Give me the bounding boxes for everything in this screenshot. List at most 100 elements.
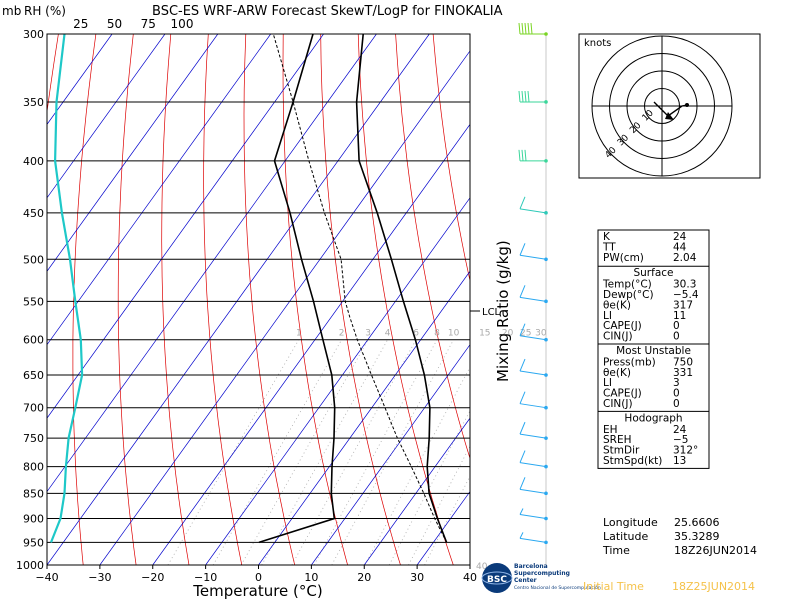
barb-station-dot bbox=[544, 464, 548, 469]
index-label: Dewp(°C) bbox=[603, 289, 654, 301]
isotherm-line bbox=[47, 34, 430, 565]
barb-feather bbox=[519, 358, 526, 372]
temperature-axis: −40 −30 −20 −10 0 10 20 30 40 bbox=[35, 565, 477, 584]
index-label: EH bbox=[603, 424, 618, 436]
barb-shaft bbox=[519, 335, 547, 341]
logo-line-3: Center bbox=[514, 577, 537, 584]
index-value: 0 bbox=[673, 398, 680, 410]
wind-barb bbox=[519, 508, 548, 521]
barb-feather bbox=[519, 285, 526, 298]
barb-feather bbox=[519, 532, 524, 539]
index-label: K bbox=[603, 231, 611, 243]
parcel-profile bbox=[272, 34, 448, 543]
isotherms bbox=[47, 34, 470, 565]
barb-feather bbox=[519, 508, 524, 515]
index-value: 317 bbox=[673, 299, 693, 311]
temp-tick-label: −10 bbox=[194, 571, 217, 584]
dry-adiabat-line bbox=[770, 34, 800, 565]
barb-feather bbox=[519, 450, 526, 463]
barb-station-dot bbox=[544, 491, 548, 496]
barb-station-dot bbox=[544, 257, 548, 262]
pressure-tick-label: 600 bbox=[23, 334, 44, 347]
index-value: 0 bbox=[673, 388, 680, 400]
barb-feather bbox=[519, 243, 526, 256]
isotherm-line bbox=[152, 123, 470, 565]
isobars bbox=[47, 34, 470, 565]
profiles bbox=[49, 34, 448, 544]
barb-shaft bbox=[519, 488, 547, 494]
wind-barb bbox=[519, 532, 548, 545]
logo-line-1: Barcelona bbox=[514, 563, 548, 570]
dry-adiabat-line bbox=[117, 34, 137, 565]
barb-feather bbox=[519, 391, 526, 404]
pressure-tick-label: 850 bbox=[23, 487, 44, 500]
barb-feather bbox=[518, 22, 521, 35]
pressure-tick-label: 450 bbox=[23, 207, 44, 220]
mixing-ratio-label: 4 bbox=[385, 329, 391, 339]
index-value: 0 bbox=[673, 331, 680, 343]
wind-barb bbox=[519, 421, 548, 440]
logo-globe bbox=[482, 563, 512, 593]
mixing-ratio-label: 20 bbox=[502, 329, 514, 339]
isotherm-line bbox=[205, 197, 470, 565]
pressure-tick-label: 950 bbox=[23, 536, 44, 549]
isotherm-line bbox=[47, 34, 113, 125]
dewpoint-profile bbox=[258, 34, 336, 544]
index-value: −5.4 bbox=[673, 289, 699, 301]
temperature-profile bbox=[355, 34, 448, 543]
isotherm-line bbox=[47, 34, 166, 199]
barb-shaft bbox=[519, 462, 547, 468]
barb-feather bbox=[518, 90, 521, 103]
index-value: 0 bbox=[673, 320, 680, 332]
pressure-tick-label: 350 bbox=[23, 96, 44, 109]
mb-label: mb bbox=[2, 4, 21, 18]
pressure-tick-label: 300 bbox=[23, 28, 44, 41]
background-lines bbox=[47, 34, 800, 565]
isotherm-line bbox=[311, 344, 470, 565]
barb-feather bbox=[519, 421, 526, 435]
pressure-tick-label: 550 bbox=[23, 295, 44, 308]
mixing-ratio-lines bbox=[167, 339, 470, 565]
logo-line-4: Centro Nacional de Supercomputación bbox=[514, 584, 601, 591]
barb-feather bbox=[521, 22, 524, 35]
index-value: 2.04 bbox=[673, 252, 697, 264]
initial-time-label: Initial Time bbox=[583, 580, 644, 593]
mixing-ratio-label: 25 bbox=[520, 329, 531, 339]
dry-adiabat-line bbox=[395, 34, 470, 460]
index-label: CAPE(J) bbox=[603, 388, 642, 400]
pressure-tick-label: 700 bbox=[23, 402, 44, 415]
mixing-ratio-label: 15 bbox=[479, 329, 490, 339]
index-label: Temp(°C) bbox=[602, 279, 652, 291]
barb-feather bbox=[527, 22, 530, 35]
barb-feather bbox=[521, 90, 524, 103]
lcl-label: LCL bbox=[482, 307, 501, 318]
isotherm-line bbox=[47, 34, 271, 346]
wind-barb bbox=[518, 22, 548, 36]
dry-adiabat-line bbox=[282, 34, 348, 565]
wind-barb bbox=[519, 358, 548, 377]
barb-feather bbox=[521, 149, 524, 161]
index-label: CIN(J) bbox=[603, 398, 633, 410]
location-value: 18Z26JUN2014 bbox=[674, 544, 757, 557]
wind-barb bbox=[519, 323, 548, 342]
mixing-ratio-label: 1 bbox=[296, 329, 302, 339]
temp-tick-label: −30 bbox=[88, 571, 111, 584]
index-label: LI bbox=[603, 377, 612, 389]
index-label: PW(cm) bbox=[603, 252, 644, 264]
rh-profile bbox=[49, 34, 84, 543]
x-axis-title: Temperature (°C) bbox=[192, 582, 322, 600]
index-value: 44 bbox=[673, 241, 687, 253]
barb-feather bbox=[527, 90, 530, 103]
barb-station-dot bbox=[544, 337, 548, 342]
pressure-tick-label: 500 bbox=[23, 253, 44, 266]
index-label: CAPE(J) bbox=[603, 320, 642, 332]
dry-adiabat-line bbox=[320, 34, 401, 565]
barb-feather bbox=[524, 22, 527, 35]
mixing-ratio-line bbox=[240, 339, 369, 565]
index-value: −5 bbox=[673, 434, 688, 446]
wind-barbs bbox=[518, 22, 548, 565]
pressure-tick-label: 1000 bbox=[16, 559, 44, 572]
dry-adiabat-line bbox=[203, 34, 243, 565]
